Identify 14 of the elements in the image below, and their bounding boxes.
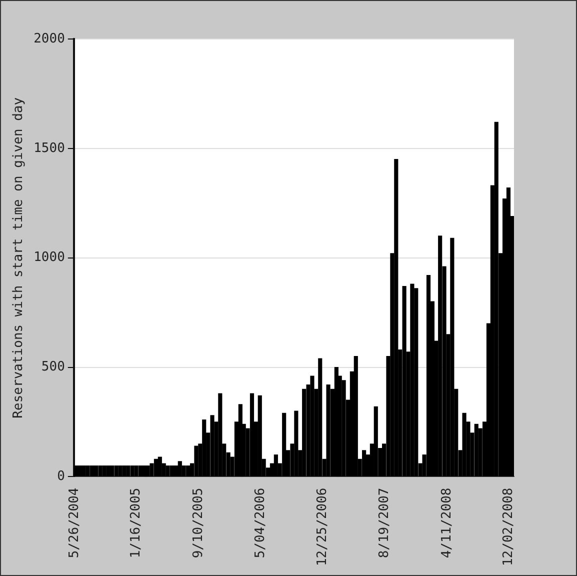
x-tick-label: 5/26/2004 bbox=[66, 488, 82, 558]
x-tick-label: 12/02/2008 bbox=[501, 488, 516, 566]
x-tick-label: 4/11/2008 bbox=[439, 488, 454, 558]
y-axis-title: Reservations with start time on given day bbox=[11, 97, 26, 418]
y-tick-label: 1000 bbox=[34, 250, 65, 266]
x-tick-label: 1/16/2005 bbox=[128, 488, 144, 558]
y-tick-label: 0 bbox=[57, 469, 65, 484]
y-tick-label: 1500 bbox=[34, 140, 65, 156]
x-tick-label: 12/25/2006 bbox=[314, 488, 330, 566]
x-tick-label: 5/04/2006 bbox=[253, 488, 268, 558]
x-tick-label: 8/19/2007 bbox=[377, 488, 392, 558]
y-tick-label: 500 bbox=[41, 360, 65, 375]
x-tick-label: 9/10/2005 bbox=[190, 488, 206, 558]
y-tick-label: 2000 bbox=[34, 31, 65, 46]
